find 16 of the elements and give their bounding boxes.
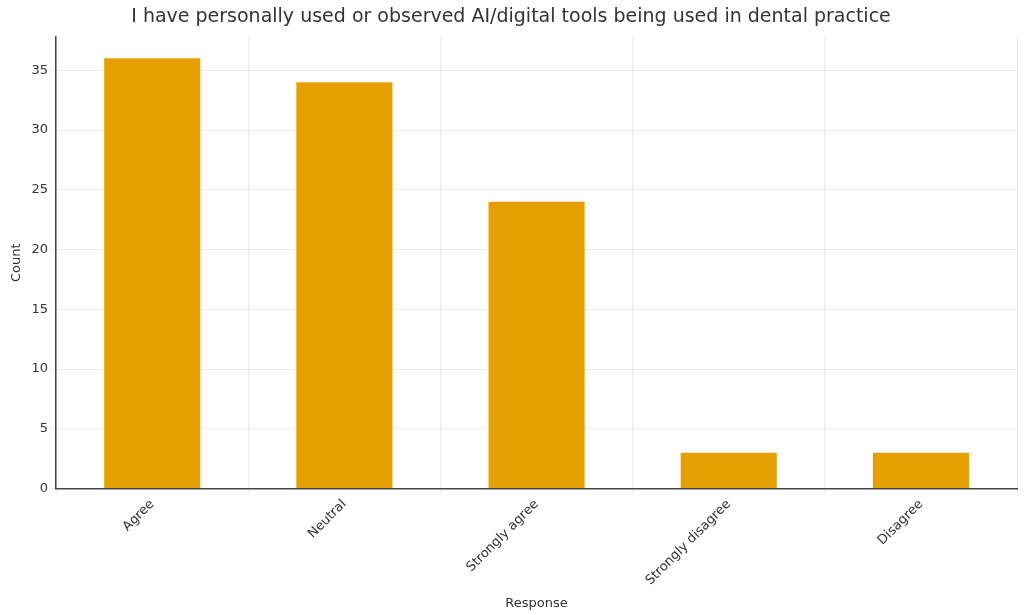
bar — [680, 452, 777, 489]
y-tick-label: 30 — [31, 121, 49, 137]
y-tick-label: 35 — [31, 61, 49, 77]
y-axis-title: Count — [8, 243, 24, 283]
x-axis-title: Response — [505, 594, 568, 610]
y-tick-label: 10 — [31, 360, 49, 376]
bar — [488, 201, 585, 489]
y-tick-label: 0 — [39, 479, 49, 495]
y-tick-label: 25 — [31, 181, 49, 197]
y-tick-label: 15 — [31, 300, 49, 316]
y-tick-label: 5 — [39, 420, 49, 436]
bar — [104, 58, 201, 489]
bar — [296, 82, 393, 489]
bar — [872, 452, 969, 489]
chart-title: I have personally used or observed AI/digital tools being used in dental practice — [131, 4, 891, 27]
y-tick-label: 20 — [31, 240, 49, 256]
